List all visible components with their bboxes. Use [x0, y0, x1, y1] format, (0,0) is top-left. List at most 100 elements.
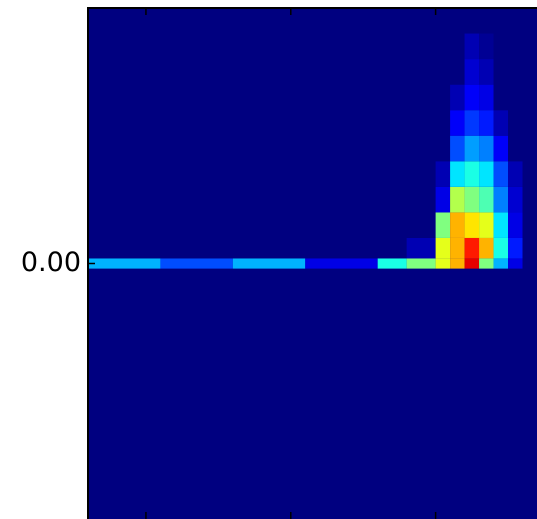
heatmap-cell	[88, 212, 161, 238]
heatmap-cell	[479, 110, 494, 136]
heatmap-cell	[88, 59, 161, 85]
heatmap-cell	[450, 59, 465, 85]
heatmap-cell	[450, 110, 465, 136]
heatmap-cell	[464, 33, 480, 60]
heatmap-cell	[522, 161, 537, 187]
heatmap-cell	[232, 135, 306, 162]
heatmap-cell	[450, 135, 465, 162]
heatmap-cell	[232, 186, 306, 213]
heatmap-cell	[522, 84, 537, 111]
heatmap-cell	[435, 186, 451, 213]
heatmap-cell	[450, 33, 465, 60]
heatmap-cell	[435, 212, 451, 238]
heatmap-cell	[450, 258, 465, 269]
heatmap-cell	[479, 237, 494, 259]
heatmap-cell	[88, 33, 161, 60]
heatmap-cell	[508, 161, 523, 187]
heatmap-cell	[406, 237, 436, 259]
heatmap-cell	[508, 237, 523, 259]
heatmap-cell	[305, 110, 378, 136]
heatmap-cell	[232, 161, 306, 187]
heatmap-cell	[522, 33, 537, 60]
heatmap-cell	[479, 135, 494, 162]
heatmap-cell	[88, 186, 161, 213]
heatmap-cell	[464, 212, 480, 238]
heatmap-cell	[406, 186, 436, 213]
heatmap-cell	[435, 237, 451, 259]
heatmap-cell	[479, 212, 494, 238]
heatmap-cell	[479, 258, 494, 269]
heatmap-cell	[464, 237, 480, 259]
heatmap-cell	[305, 135, 378, 162]
heatmap-cell	[464, 161, 480, 187]
heatmap-cell	[464, 59, 480, 85]
heatmap-cell	[493, 84, 509, 111]
heatmap-cell	[479, 84, 494, 111]
heatmap-cell	[406, 135, 436, 162]
heatmap-cell	[493, 186, 509, 213]
heatmap-cell	[160, 110, 233, 136]
heatmap-cell	[450, 84, 465, 111]
heatmap-cell	[305, 186, 378, 213]
heatmap-cell	[493, 258, 509, 269]
heatmap-cell	[88, 135, 161, 162]
heatmap-cell	[508, 84, 523, 111]
heatmap-cell	[160, 33, 233, 60]
heatmap-cell	[493, 33, 509, 60]
heatmap-cell	[377, 186, 407, 213]
heatmap-cell	[435, 135, 451, 162]
heatmap-cell	[493, 237, 509, 259]
heatmap-cell	[464, 110, 480, 136]
heatmap-cell	[160, 135, 233, 162]
heatmap-cell	[464, 258, 480, 269]
heatmap-cell	[522, 237, 537, 259]
heatmap-cell	[232, 110, 306, 136]
heatmap-cell	[377, 258, 407, 269]
heatmap-cell	[377, 212, 407, 238]
heatmap-cell	[305, 33, 378, 60]
heatmap-cell	[493, 110, 509, 136]
heatmap-cell	[305, 237, 378, 259]
axes-frame	[87, 7, 537, 519]
heatmap-cell	[305, 161, 378, 187]
heatmap-cell	[232, 84, 306, 111]
heatmap-cell	[522, 135, 537, 162]
heatmap-cell	[377, 135, 407, 162]
y-tick-label: 0.00	[21, 247, 81, 278]
heatmap-cell	[88, 110, 161, 136]
heatmap-cell	[406, 161, 436, 187]
heatmap-cell	[305, 258, 378, 269]
heatmap-cell	[88, 258, 161, 269]
heatmap-cell	[479, 186, 494, 213]
heatmap-cell	[232, 33, 306, 60]
heatmap-cell	[305, 212, 378, 238]
heatmap-cell	[406, 212, 436, 238]
heatmap-cell	[160, 212, 233, 238]
heatmap-cell	[435, 33, 451, 60]
heatmap-cell	[450, 237, 465, 259]
heatmap-cell	[479, 161, 494, 187]
heatmap-cell	[377, 84, 407, 111]
heatmap-cell	[435, 59, 451, 85]
heatmap-cell	[464, 186, 480, 213]
heatmap-cell	[305, 84, 378, 111]
heatmap-cell	[88, 84, 161, 111]
heatmap-cell	[406, 84, 436, 111]
heatmap-cell	[406, 59, 436, 85]
heatmap-cell	[377, 33, 407, 60]
heatmap-cell	[232, 237, 306, 259]
heatmap-cell	[508, 135, 523, 162]
heatmap-cell	[232, 258, 306, 269]
heatmap-cell	[522, 110, 537, 136]
heatmap-cell	[160, 161, 233, 187]
heatmap-cell	[406, 33, 436, 60]
heatmap-cell	[508, 59, 523, 85]
heatmap-cell	[493, 59, 509, 85]
heatmap-cell	[508, 110, 523, 136]
heatmap-cell	[305, 59, 378, 85]
heatmap-cell	[450, 186, 465, 213]
heatmap-cell	[160, 237, 233, 259]
heatmap-cell	[160, 59, 233, 85]
